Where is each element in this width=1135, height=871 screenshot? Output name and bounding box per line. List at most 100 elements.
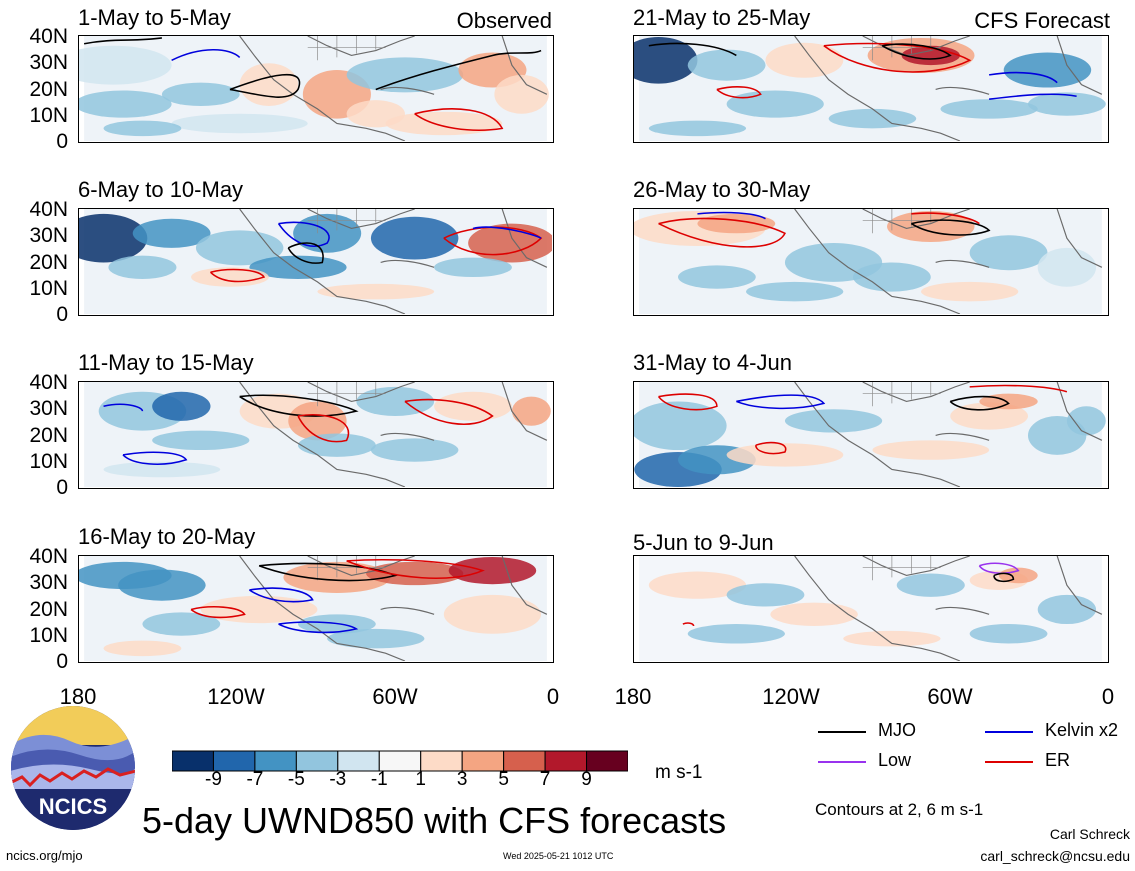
wave-contour [989,93,1077,100]
anomaly-shade [356,386,435,417]
map-field-1 [79,36,549,141]
wave-contour [823,42,972,73]
footer-url[interactable]: ncics.org/mjo [6,848,83,863]
lat-label-row1-2: 20N [29,78,68,101]
wave-contour [993,572,1015,583]
anomaly-shade [385,111,503,136]
lat-label-row4-3: 10N [29,624,68,647]
wave-contour [881,43,952,60]
contour-note: Contours at 2, 6 m s-1 [815,800,984,819]
lat-label-row4-4: 0 [56,650,68,673]
colorbar-segment [586,750,628,772]
wave-contour [278,621,359,634]
lat-label-row2-3: 10N [29,277,68,300]
anomaly-shade [103,461,221,478]
wave-contour [949,395,1010,411]
state-borders [862,382,941,407]
anomaly-shade [327,628,425,649]
panel-title-2: 6-May to 10-May [78,177,244,202]
anomaly-shade [687,49,766,81]
lat-label-row2-0: 40N [29,198,68,221]
wave-contour [910,219,991,236]
lat-label-row4-2: 20N [29,598,68,621]
units-label: m s-1 [655,762,703,783]
wave-contour [414,108,504,131]
wave-contour [83,37,162,45]
lon-label-0-left: 0 [546,684,560,709]
legend-low-label: Low [878,750,912,770]
map-field-7 [634,382,1106,487]
anomaly-shade [108,255,177,279]
colorbar-segment [295,750,339,772]
wave-contour [658,217,786,248]
main-title: 5-day UWND850 with CFS forecasts [142,800,727,841]
anomaly-shade [843,630,941,647]
wave-contour [716,86,762,99]
wave-contour [103,403,144,412]
legend-mjo-line [818,731,866,733]
lon-label-180-right: 180 [614,684,652,709]
anomaly-shade [726,583,805,607]
anomaly-shade [511,396,551,426]
coastline [794,382,1103,487]
anomaly-shade [132,218,211,248]
lat-label-row1-0: 40N [29,25,68,48]
colorbar-tick-label: 9 [581,769,592,790]
anomaly-shade [726,443,844,467]
wave-contour [978,562,1020,575]
lat-label-row2-1: 30N [29,224,68,247]
anomaly-shade [634,36,698,84]
map-panel-16-may [78,555,554,663]
anomaly-shade [142,612,221,636]
lat-label-row3-3: 10N [29,450,68,473]
anomaly-shade [370,216,459,260]
map-panel-1-may [78,35,554,143]
anomaly-shade [872,440,990,460]
coastline [239,36,548,141]
lat-label-row1-4: 0 [56,130,68,153]
anomaly-shade [896,573,965,597]
anomaly-shade [370,438,459,462]
legend-kelvin-label: Kelvin x2 [1045,720,1119,740]
map-panel-21-may [633,35,1109,143]
anomaly-shade [283,561,391,593]
lat-label-row1-3: 10N [29,104,68,127]
wave-contour [736,394,826,410]
wave-contour [375,49,542,91]
colorbar-tick-label: -7 [246,769,264,790]
wave-contour [697,211,766,220]
anomaly-shade [697,213,776,234]
colorbar-segment [254,750,297,772]
anomaly-shade [1037,594,1097,625]
map-panel-6-may [78,208,554,316]
author-email: carl_schreck@ncsu.edu [980,848,1130,864]
anomaly-shade [853,262,931,292]
anomaly-shade [152,391,211,421]
wave-contour [657,393,718,411]
wave-contour [297,414,350,443]
anomaly-shade [366,561,464,586]
wave-contour [287,242,324,264]
lon-label-120w-left: 120W [207,684,265,709]
colorbar-segment [172,750,214,772]
lon-label-0-right: 0 [1101,684,1115,709]
legend-er-label: ER [1045,750,1071,770]
cfs-forecast-label: CFS Forecast [974,8,1110,33]
colorbar-tick-label: -3 [329,769,347,790]
wave-contour [346,559,485,579]
panel-title-5: 21-May to 25-May [633,5,811,30]
panel-title-4: 16-May to 20-May [78,524,256,549]
map-field-8 [639,556,1103,661]
lon-label-180-left: 180 [59,684,97,709]
panel-title-1: 1-May to 5-May [78,5,231,30]
lat-label-row1-1: 30N [29,51,68,74]
anomaly-shade [969,624,1048,644]
coastline [239,556,548,661]
lon-label-60w-right: 60W [927,684,973,709]
anomaly-shade [346,57,464,93]
wave-contour [190,606,246,619]
colorbar-segment [544,750,588,772]
anomaly-shade [784,409,883,433]
anomaly-shade [687,624,785,644]
anomaly-shade [317,283,435,300]
